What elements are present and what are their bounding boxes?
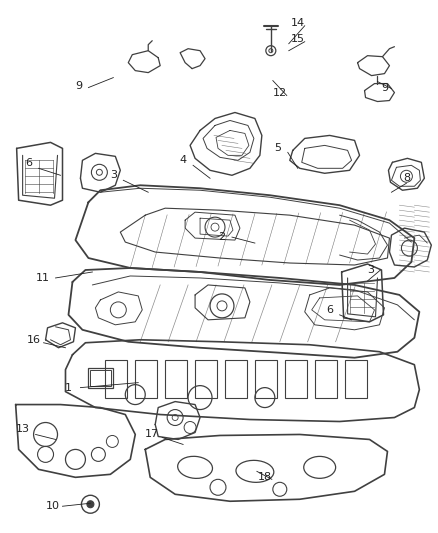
Text: 16: 16 xyxy=(27,335,40,345)
Text: 10: 10 xyxy=(46,501,60,511)
Circle shape xyxy=(87,501,94,508)
Text: 11: 11 xyxy=(35,273,49,283)
Text: 14: 14 xyxy=(290,18,304,28)
Bar xyxy=(194,360,216,398)
Bar xyxy=(284,360,306,398)
Text: 15: 15 xyxy=(290,34,304,44)
Text: 8: 8 xyxy=(402,173,409,183)
Text: 9: 9 xyxy=(380,83,387,93)
Bar xyxy=(105,360,127,398)
Text: 13: 13 xyxy=(16,424,29,434)
Bar xyxy=(165,360,187,398)
Text: 5: 5 xyxy=(274,143,281,154)
Text: 17: 17 xyxy=(145,430,159,440)
Text: 3: 3 xyxy=(110,170,117,180)
Text: 2: 2 xyxy=(218,232,225,242)
Bar xyxy=(314,360,336,398)
Text: 3: 3 xyxy=(366,265,373,275)
Bar xyxy=(344,360,366,398)
Text: 9: 9 xyxy=(75,80,82,91)
Bar xyxy=(90,370,111,385)
Bar xyxy=(224,360,246,398)
Bar xyxy=(88,368,113,387)
Bar xyxy=(135,360,157,398)
Bar xyxy=(254,360,276,398)
Text: 4: 4 xyxy=(179,155,186,165)
Text: 1: 1 xyxy=(65,383,72,393)
Text: 6: 6 xyxy=(325,305,332,315)
Text: 12: 12 xyxy=(272,87,286,98)
Text: 6: 6 xyxy=(25,158,32,168)
Text: 18: 18 xyxy=(257,472,271,482)
